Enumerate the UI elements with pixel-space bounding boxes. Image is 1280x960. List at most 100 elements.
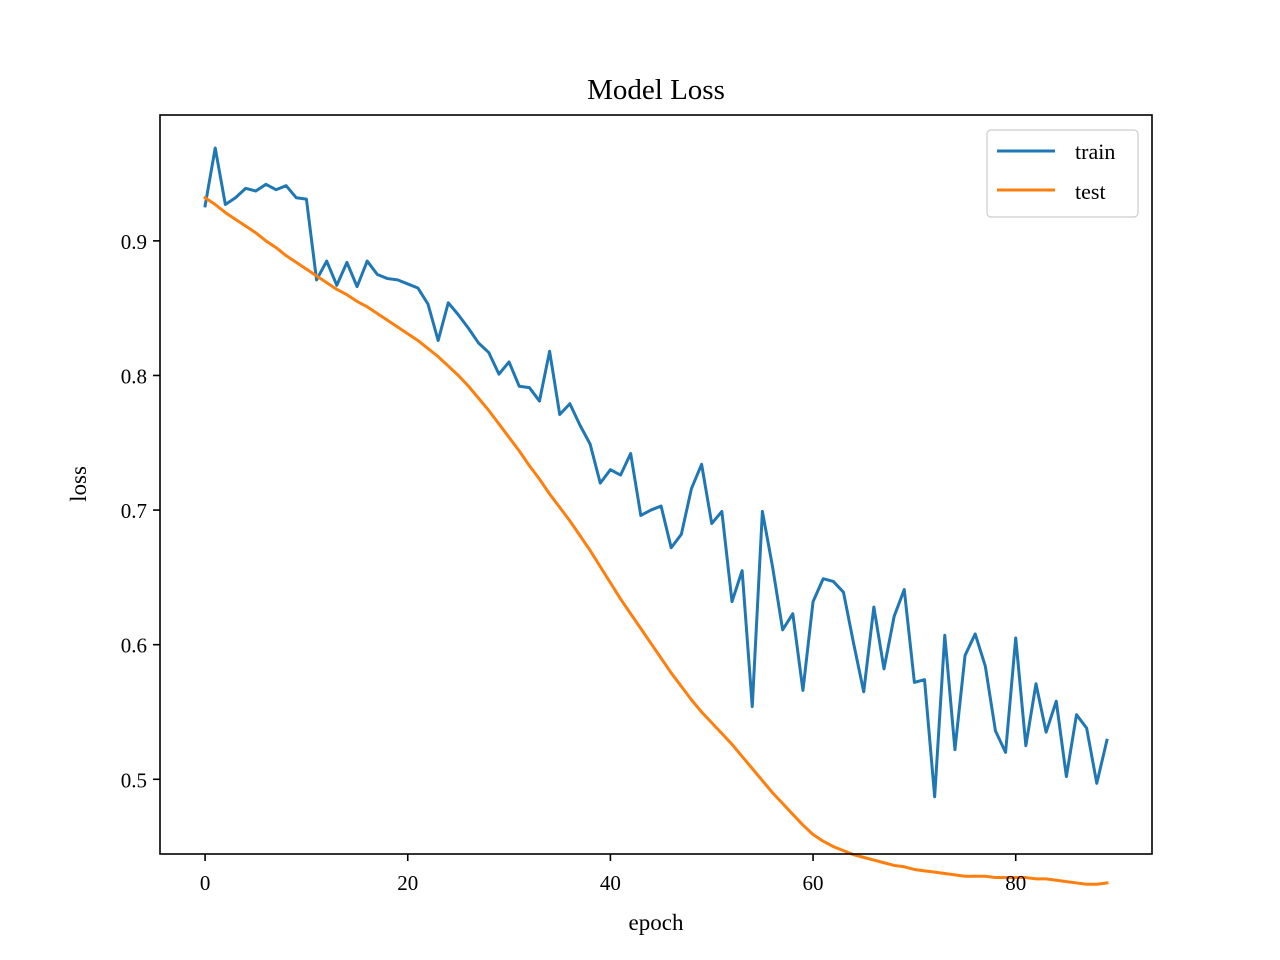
chart-title: Model Loss [587,74,725,106]
data-point-test [1095,883,1098,886]
data-point-train [315,278,318,281]
data-point-train [528,386,531,389]
data-point-test [953,873,956,876]
data-point-test [447,365,450,368]
data-point-train [254,190,257,193]
data-point-train [680,533,683,536]
data-point-train [244,187,247,190]
data-point-test [406,332,409,335]
data-point-train [477,342,480,345]
data-point-train [751,705,754,708]
data-point-test [1055,879,1058,882]
data-point-test [994,876,997,879]
data-point-train [558,413,561,416]
data-point-test [933,871,936,874]
data-point-train [568,402,571,405]
data-point-train [791,612,794,615]
data-point-train [234,196,237,199]
data-point-train [1024,744,1027,747]
data-point-test [619,597,622,600]
data-point-test [416,339,419,342]
data-point-test [386,319,389,322]
y-tick-label: 0.5 [121,768,147,792]
data-point-test [649,642,652,645]
data-point-train [903,588,906,591]
data-point-train [933,795,936,798]
data-point-test [487,409,490,412]
data-point-train [1095,782,1098,785]
y-tick-label: 0.8 [121,364,147,388]
data-point-train [943,634,946,637]
data-point-test [214,203,217,206]
data-point-train [913,681,916,684]
data-point-test [629,612,632,615]
data-point-test [335,288,338,291]
data-point-test [457,374,460,377]
x-tick-label: 40 [600,871,621,895]
data-point-train [264,183,267,186]
data-point-test [882,861,885,864]
axes-frame [159,114,1153,855]
data-point-test [599,565,602,568]
data-point-test [812,833,815,836]
data-point-train [670,546,673,549]
data-point-test [974,875,977,878]
data-point-test [1065,880,1068,883]
y-axis-label: loss [66,466,91,502]
data-point-train [497,373,500,376]
data-point-train [376,273,379,276]
data-point-test [791,813,794,816]
data-point-train [467,327,470,330]
data-point-test [548,492,551,495]
data-point-train [872,605,875,608]
data-point-test [751,767,754,770]
data-point-train [1105,739,1108,742]
data-point-train [406,282,409,285]
data-point-train [589,443,592,446]
data-point-test [893,864,896,867]
data-point-test [680,685,683,688]
y-tick-label: 0.9 [121,230,147,254]
data-point-train [974,632,977,635]
data-point-test [244,225,247,228]
data-point-train [720,510,723,513]
data-point-train [741,569,744,572]
data-point-test [1085,883,1088,886]
x-tick-label: 60 [803,871,824,895]
data-point-train [579,424,582,427]
data-point-train [325,260,328,263]
data-point-train [416,286,419,289]
data-point-train [629,452,632,455]
data-point-train [538,400,541,403]
data-point-train [761,510,764,513]
data-point-test [558,506,561,509]
data-point-train [366,260,369,263]
data-point-test [1075,881,1078,884]
data-point-train [1034,682,1037,685]
data-point-train [386,277,389,280]
data-point-test [518,449,521,452]
data-point-train [984,665,987,668]
y-axis: 0.5 0.6 0.7 0.8 0.9 [121,230,160,792]
series-layer [203,146,1109,886]
data-point-train [396,278,399,281]
y-tick-label: 0.6 [121,634,147,658]
data-point-train [224,203,227,206]
data-point-test [660,657,663,660]
data-point-train [923,678,926,681]
data-point-test [467,385,470,388]
data-point-train [842,591,845,594]
data-point-test [508,436,511,439]
data-point-test [538,478,541,481]
data-point-test [923,869,926,872]
legend-label-train: train [1075,139,1115,164]
data-point-train [1075,713,1078,716]
data-point-train [518,385,521,388]
data-point-test [528,464,531,467]
data-point-test [761,779,764,782]
data-point-test [710,721,713,724]
data-point-test [842,849,845,852]
data-point-train [457,313,460,316]
data-point-test [295,261,298,264]
